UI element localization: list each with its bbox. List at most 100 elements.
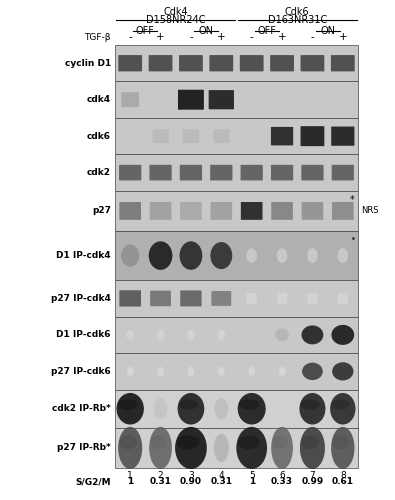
Text: -: - xyxy=(128,32,132,42)
FancyBboxPatch shape xyxy=(178,90,204,110)
FancyBboxPatch shape xyxy=(271,165,293,180)
FancyBboxPatch shape xyxy=(180,165,202,180)
FancyBboxPatch shape xyxy=(121,92,139,107)
Ellipse shape xyxy=(188,367,194,376)
Ellipse shape xyxy=(238,393,266,424)
Text: p27: p27 xyxy=(92,206,111,216)
Ellipse shape xyxy=(214,434,229,462)
Ellipse shape xyxy=(187,330,195,340)
Ellipse shape xyxy=(211,242,232,269)
FancyBboxPatch shape xyxy=(180,202,202,220)
FancyBboxPatch shape xyxy=(302,202,323,220)
FancyBboxPatch shape xyxy=(332,165,354,180)
Ellipse shape xyxy=(277,248,288,263)
Text: +: + xyxy=(339,32,347,42)
Text: D1 IP-cdk4: D1 IP-cdk4 xyxy=(56,251,111,260)
Ellipse shape xyxy=(331,400,350,410)
Ellipse shape xyxy=(236,427,267,469)
FancyBboxPatch shape xyxy=(277,293,287,304)
Text: Cdk4: Cdk4 xyxy=(164,7,188,17)
FancyBboxPatch shape xyxy=(149,165,172,180)
Text: -: - xyxy=(250,32,254,42)
Text: OFF: OFF xyxy=(136,26,155,36)
Text: 2: 2 xyxy=(158,471,164,480)
Ellipse shape xyxy=(331,427,354,469)
Text: +: + xyxy=(217,32,226,42)
Bar xyxy=(115,231,358,280)
Text: •: • xyxy=(351,235,356,244)
Text: ON: ON xyxy=(320,26,335,36)
Ellipse shape xyxy=(118,427,142,469)
FancyBboxPatch shape xyxy=(271,127,293,146)
FancyBboxPatch shape xyxy=(183,130,199,143)
Ellipse shape xyxy=(279,367,286,376)
Ellipse shape xyxy=(239,400,260,410)
Text: cdk2 IP-Rb*: cdk2 IP-Rb* xyxy=(52,404,111,413)
Text: 0.90: 0.90 xyxy=(180,478,202,486)
Bar xyxy=(115,353,358,390)
FancyBboxPatch shape xyxy=(149,55,173,72)
FancyBboxPatch shape xyxy=(210,165,232,180)
Bar xyxy=(115,428,358,468)
Text: cyclin D1: cyclin D1 xyxy=(65,58,111,68)
Ellipse shape xyxy=(332,362,354,380)
Bar xyxy=(115,390,358,428)
Ellipse shape xyxy=(246,248,257,263)
Ellipse shape xyxy=(299,393,325,424)
Ellipse shape xyxy=(214,398,228,419)
FancyBboxPatch shape xyxy=(180,290,201,306)
Ellipse shape xyxy=(301,436,319,450)
FancyBboxPatch shape xyxy=(209,90,234,110)
Ellipse shape xyxy=(127,367,134,376)
FancyBboxPatch shape xyxy=(150,290,171,306)
Ellipse shape xyxy=(300,427,325,469)
Text: cdk4: cdk4 xyxy=(87,95,111,104)
Bar xyxy=(115,316,358,353)
Ellipse shape xyxy=(337,248,348,263)
Text: NRS: NRS xyxy=(361,206,378,216)
Ellipse shape xyxy=(180,242,202,270)
FancyBboxPatch shape xyxy=(240,55,263,72)
Text: ON: ON xyxy=(199,26,214,36)
Ellipse shape xyxy=(178,393,204,424)
Text: 0.33: 0.33 xyxy=(271,478,293,486)
Ellipse shape xyxy=(150,436,167,450)
Ellipse shape xyxy=(307,248,318,263)
Text: S/G2/M: S/G2/M xyxy=(75,478,111,486)
FancyBboxPatch shape xyxy=(271,202,293,220)
Text: p27 IP-cdk4: p27 IP-cdk4 xyxy=(51,294,111,303)
Ellipse shape xyxy=(248,367,255,376)
FancyBboxPatch shape xyxy=(213,130,229,143)
FancyBboxPatch shape xyxy=(338,293,348,304)
FancyBboxPatch shape xyxy=(211,202,232,220)
Text: 0.61: 0.61 xyxy=(332,478,354,486)
Bar xyxy=(115,82,358,118)
Ellipse shape xyxy=(331,325,354,345)
Text: 3: 3 xyxy=(188,471,194,480)
FancyBboxPatch shape xyxy=(118,55,142,72)
FancyBboxPatch shape xyxy=(150,202,171,220)
Text: p27 IP-cdk6: p27 IP-cdk6 xyxy=(51,367,111,376)
Bar xyxy=(115,280,358,316)
Text: +: + xyxy=(278,32,286,42)
FancyBboxPatch shape xyxy=(209,55,233,72)
Text: TGF-β: TGF-β xyxy=(85,32,111,42)
Text: 0.31: 0.31 xyxy=(210,478,232,486)
Ellipse shape xyxy=(332,436,349,450)
Ellipse shape xyxy=(275,328,289,342)
Ellipse shape xyxy=(271,427,293,469)
Ellipse shape xyxy=(121,244,139,266)
Text: *: * xyxy=(350,195,354,205)
Text: 7: 7 xyxy=(310,471,315,480)
Bar xyxy=(115,45,358,82)
Ellipse shape xyxy=(157,367,164,376)
Ellipse shape xyxy=(149,427,172,469)
FancyBboxPatch shape xyxy=(246,293,257,304)
Ellipse shape xyxy=(302,362,323,380)
Ellipse shape xyxy=(276,398,288,419)
FancyBboxPatch shape xyxy=(331,126,354,146)
Ellipse shape xyxy=(330,393,356,424)
FancyBboxPatch shape xyxy=(301,55,324,72)
Ellipse shape xyxy=(238,436,260,450)
FancyBboxPatch shape xyxy=(270,55,294,72)
